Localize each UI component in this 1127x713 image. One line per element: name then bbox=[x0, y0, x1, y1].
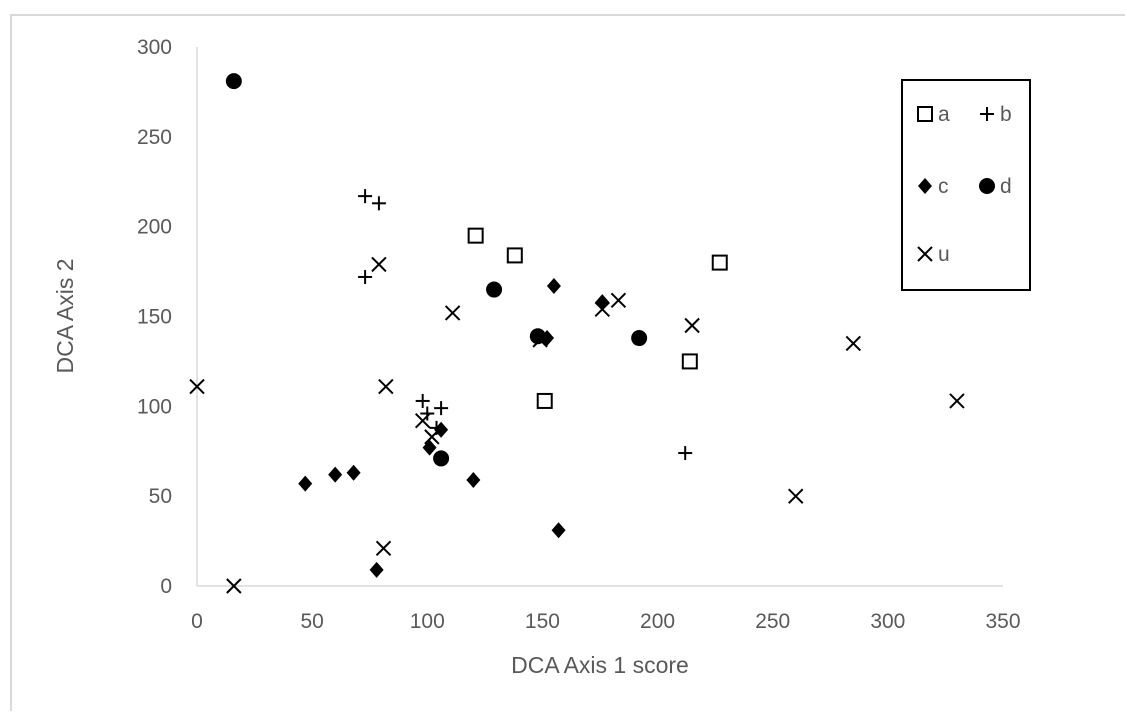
legend-marker-c bbox=[918, 178, 932, 194]
data-point-c bbox=[595, 294, 610, 311]
y-tick-label: 0 bbox=[160, 575, 172, 598]
data-point-u bbox=[424, 429, 440, 445]
data-point-u bbox=[444, 305, 461, 321]
data-point-u bbox=[532, 332, 548, 348]
legend-label-a: a bbox=[938, 103, 950, 126]
y-tick-label: 250 bbox=[137, 126, 172, 149]
x-tick-label: 100 bbox=[410, 610, 445, 633]
data-point-d bbox=[225, 73, 242, 90]
x-tick-label: 250 bbox=[755, 610, 790, 633]
data-point-d bbox=[631, 330, 648, 347]
data-point-b bbox=[358, 189, 373, 204]
data-point-u bbox=[594, 301, 611, 318]
x-tick-label: 150 bbox=[525, 610, 560, 633]
data-point-b bbox=[420, 406, 435, 421]
x-tick-label: 300 bbox=[870, 610, 905, 633]
legend-label-b: b bbox=[1000, 103, 1012, 126]
data-point-u bbox=[189, 378, 205, 395]
y-tick-label: 50 bbox=[149, 485, 172, 508]
tick-labels: 0 50 100 150 200 250 300 350 0 50 100 150 200 250 300 bbox=[137, 36, 1021, 633]
data-point-a bbox=[681, 353, 698, 370]
legend: a b c d u bbox=[901, 79, 1031, 291]
x-tick-label: 0 bbox=[191, 610, 203, 633]
legend-marker-b bbox=[980, 107, 994, 121]
data-point-u bbox=[610, 292, 627, 309]
data-point-a bbox=[536, 392, 553, 409]
data-point-a bbox=[506, 247, 523, 264]
data-point-b bbox=[371, 196, 386, 211]
data-point-c bbox=[369, 561, 384, 578]
legend-marker-a bbox=[917, 106, 933, 122]
data-point-u bbox=[414, 412, 431, 429]
data-point-c bbox=[328, 466, 343, 483]
data-point-a bbox=[467, 227, 484, 244]
data-point-c bbox=[346, 464, 361, 481]
x-tick-label: 200 bbox=[640, 610, 675, 633]
data-point-c bbox=[546, 277, 561, 294]
data-point-b bbox=[415, 393, 430, 408]
data-point-u bbox=[949, 393, 965, 409]
data-point-d bbox=[486, 281, 503, 298]
data-point-u bbox=[845, 335, 862, 352]
legend-marker-d bbox=[979, 178, 995, 194]
x-tick-label: 50 bbox=[300, 610, 323, 633]
data-point-u bbox=[684, 317, 700, 334]
data-point-d bbox=[433, 450, 450, 467]
y-tick-label: 300 bbox=[137, 36, 172, 59]
y-tick-label: 100 bbox=[137, 395, 172, 418]
data-point-u bbox=[371, 256, 387, 273]
y-tick-label: 200 bbox=[137, 216, 172, 239]
data-points bbox=[189, 73, 965, 594]
chart-frame bbox=[10, 14, 1125, 711]
legend-label-u: u bbox=[938, 243, 950, 266]
y-tick-label: 150 bbox=[137, 306, 172, 329]
x-tick-label: 350 bbox=[985, 610, 1020, 633]
data-point-c bbox=[434, 421, 449, 438]
data-point-b bbox=[358, 269, 373, 284]
data-point-u bbox=[375, 540, 392, 556]
legend-label-c: c bbox=[938, 175, 949, 198]
data-point-u bbox=[378, 378, 394, 395]
data-point-c bbox=[298, 475, 313, 492]
legend-marker-u bbox=[917, 246, 933, 262]
data-point-b bbox=[678, 446, 693, 461]
data-point-c bbox=[551, 522, 566, 539]
y-axis-title: DCA Axis 2 bbox=[52, 258, 78, 373]
data-point-u bbox=[226, 578, 242, 594]
data-point-u bbox=[788, 488, 804, 504]
data-point-a bbox=[711, 254, 728, 271]
data-point-b bbox=[434, 401, 449, 416]
axes bbox=[196, 47, 1003, 587]
legend-label-d: d bbox=[1000, 175, 1012, 198]
x-axis-title: DCA Axis 1 score bbox=[511, 652, 689, 678]
data-point-c bbox=[422, 439, 437, 456]
data-point-c bbox=[466, 471, 481, 488]
